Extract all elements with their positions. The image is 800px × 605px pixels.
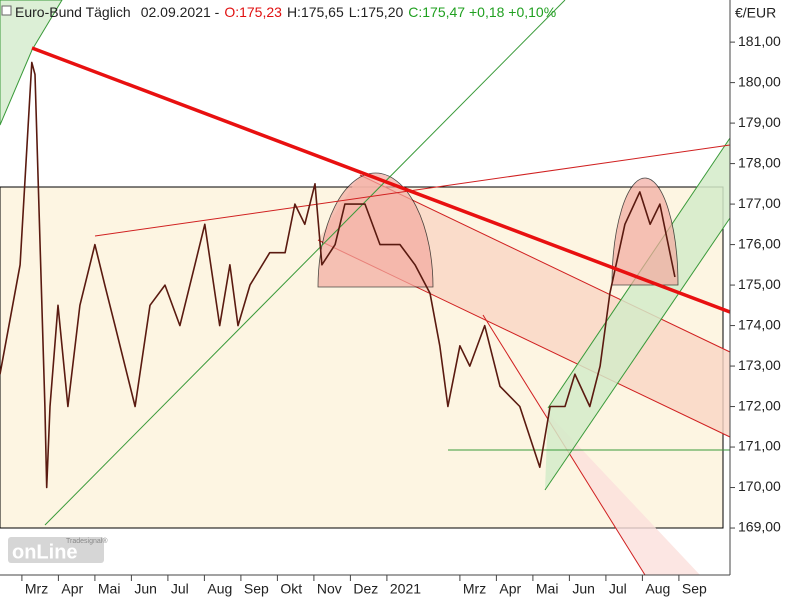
- x-tick-label: Mrz: [463, 581, 486, 597]
- low: L:175,20: [349, 4, 404, 20]
- y-tick-label: 181,00: [738, 33, 781, 49]
- close: C:175,47 +0,18 +0,10%: [408, 4, 556, 20]
- y-tick-label: 176,00: [738, 235, 781, 251]
- open: O:175,23: [224, 4, 282, 20]
- x-tick-label: Mrz: [25, 581, 48, 597]
- price-line: [0, 61, 676, 489]
- title: Euro-Bund Täglich 02.09.2021 - O:175,23 H:1…: [15, 4, 556, 20]
- dome: [317, 172, 434, 288]
- logo-box: [8, 537, 104, 563]
- main-trend-line: [31, 46, 731, 314]
- x-tick-label: Okt: [280, 581, 302, 597]
- channel-line: [544, 217, 731, 491]
- y-tick-label: 177,00: [738, 195, 781, 211]
- x-tick-label: Aug: [645, 581, 670, 597]
- x-tick-label: Sep: [244, 581, 269, 597]
- y-tick-label: 174,00: [738, 316, 781, 332]
- x-tick-label: Jul: [609, 581, 627, 597]
- x-tick-label: Mai: [536, 581, 559, 597]
- dome: [611, 177, 679, 286]
- y-tick-label: 170,00: [738, 478, 781, 494]
- x-tick-label: Apr: [61, 581, 83, 597]
- y-tick-label: 172,00: [738, 397, 781, 413]
- date: 02.09.2021 -: [141, 4, 220, 20]
- icon: [1, 5, 12, 16]
- y-tick-label: 175,00: [738, 276, 781, 292]
- x-tick-label: Jun: [572, 581, 595, 597]
- y-tick-label: 169,00: [738, 519, 781, 535]
- channel-line: [359, 174, 731, 353]
- x-tick-label: Jun: [134, 581, 157, 597]
- title-text: Euro-Bund Täglich: [15, 4, 131, 20]
- y-tick-label: 180,00: [738, 73, 781, 89]
- trend-line: [44, 0, 566, 526]
- x-tick-label: Aug: [207, 581, 232, 597]
- x-tick-label: Sep: [682, 581, 707, 597]
- x-tick-label: Nov: [317, 581, 342, 597]
- logo-small: Tradesignal®: [66, 537, 108, 545]
- axes: 169,00 170,00 171,00 172,00 173,00 174,00 175,…: [21, 33, 781, 597]
- green-wedge: [0, 0, 63, 126]
- plot: [0, 61, 676, 489]
- y-tick-label: 173,00: [738, 357, 781, 373]
- y-tick-label: 171,00: [738, 438, 781, 454]
- high: H:175,65: [287, 4, 344, 20]
- x-tick-label: Dez: [353, 581, 378, 597]
- x-tick-label: Apr: [499, 581, 521, 597]
- x-tick-label: Mai: [98, 581, 121, 597]
- x-tick-label: 2021: [390, 581, 421, 597]
- y-axis-label: €/EUR: [735, 5, 776, 21]
- y-tick-label: 179,00: [738, 114, 781, 130]
- logo: onLine: [12, 541, 78, 563]
- x-tick-label: Jul: [171, 581, 189, 597]
- y-tick-label: 178,00: [738, 154, 781, 170]
